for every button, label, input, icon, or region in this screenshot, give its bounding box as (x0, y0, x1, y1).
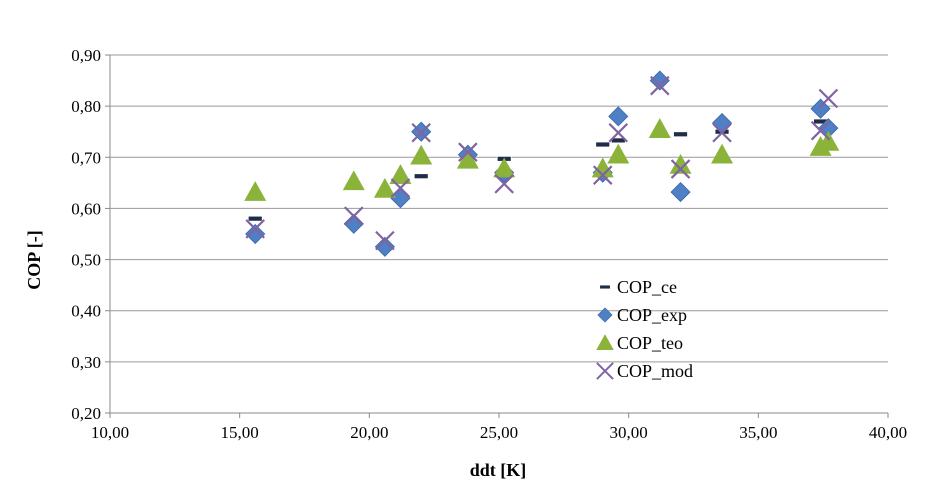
gridlines (110, 54, 888, 363)
legend-label: COP_exp (617, 305, 687, 325)
x-tick-labels: 10,00 15,00 20,00 25,00 30,00 35,00 40,00 (91, 423, 907, 442)
y-tick-labels: 0,20 0,30 0,40 0,50 0,60 0,70 0,80 0,90 (71, 46, 101, 423)
x-tick-label: 20,00 (350, 423, 388, 442)
data-point (343, 206, 364, 226)
y-tick-label: 0,20 (71, 404, 101, 423)
x-tick-label: 15,00 (221, 423, 259, 442)
data-points (244, 70, 840, 257)
data-point (810, 120, 831, 141)
data-point (413, 173, 429, 180)
data-point (374, 236, 395, 257)
data-point (373, 177, 396, 198)
data-point (410, 144, 433, 165)
y-tick-label: 0,80 (71, 97, 101, 116)
x-tick-label: 40,00 (869, 423, 907, 442)
y-tick-label: 0,60 (71, 199, 101, 218)
y-tick-label: 0,30 (71, 353, 101, 372)
legend-item: COP_exp (597, 305, 687, 325)
x-tick-label: 35,00 (739, 423, 777, 442)
data-point (818, 88, 839, 109)
x-axis-title: ddt [K] (470, 460, 527, 480)
x-tick-label: 25,00 (480, 423, 518, 442)
axes (105, 54, 889, 418)
data-point (411, 122, 431, 143)
series-cop-teo (244, 118, 840, 201)
data-point (810, 98, 831, 119)
data-point (245, 219, 266, 239)
legend-label: COP_teo (617, 333, 683, 353)
data-point (649, 70, 670, 91)
data-point (493, 157, 516, 178)
legend-item: COP_teo (596, 333, 683, 353)
y-tick-label: 0,40 (71, 302, 101, 321)
y-axis-title: COP [-] (24, 230, 44, 289)
data-point (244, 181, 267, 201)
data-point (456, 148, 479, 169)
data-point (817, 130, 840, 151)
data-point (595, 141, 611, 148)
x-tick-label: 30,00 (610, 423, 648, 442)
data-point (592, 165, 613, 185)
y-tick-label: 0,90 (71, 46, 101, 65)
legend-marker (597, 307, 613, 323)
y-tick-label: 0,50 (71, 251, 101, 270)
data-point (390, 178, 411, 198)
data-point (712, 122, 732, 143)
data-point (670, 159, 691, 179)
data-point (245, 223, 266, 245)
x-tick-label: 10,00 (91, 423, 129, 442)
legend-marker (599, 284, 611, 290)
legend-marker (596, 362, 614, 380)
data-point (375, 230, 395, 251)
data-point (608, 122, 629, 143)
data-point (711, 143, 734, 164)
data-point (673, 131, 688, 138)
series-cop-mod (245, 75, 839, 251)
legend-label: COP_mod (617, 361, 693, 381)
data-point (342, 170, 365, 191)
data-point (247, 215, 263, 222)
y-tick-label: 0,70 (71, 148, 101, 167)
legend: COP_ce COP_exp COP_teo COP_mod (596, 277, 693, 381)
data-point (591, 157, 614, 178)
series-cop-ce (247, 118, 828, 222)
data-point (669, 153, 692, 174)
legend-marker (596, 334, 614, 351)
data-point (390, 188, 411, 209)
data-point (389, 164, 412, 184)
legend-item: COP_mod (596, 361, 693, 381)
data-point (458, 142, 478, 162)
legend-label: COP_ce (617, 277, 677, 297)
data-point (607, 143, 630, 164)
data-point (648, 118, 671, 138)
data-point (494, 174, 514, 194)
data-point (343, 213, 364, 234)
data-point (650, 75, 670, 96)
legend-item: COP_ce (599, 277, 677, 297)
data-point (670, 181, 691, 203)
series-cop-exp (245, 70, 839, 257)
data-point (608, 106, 629, 127)
